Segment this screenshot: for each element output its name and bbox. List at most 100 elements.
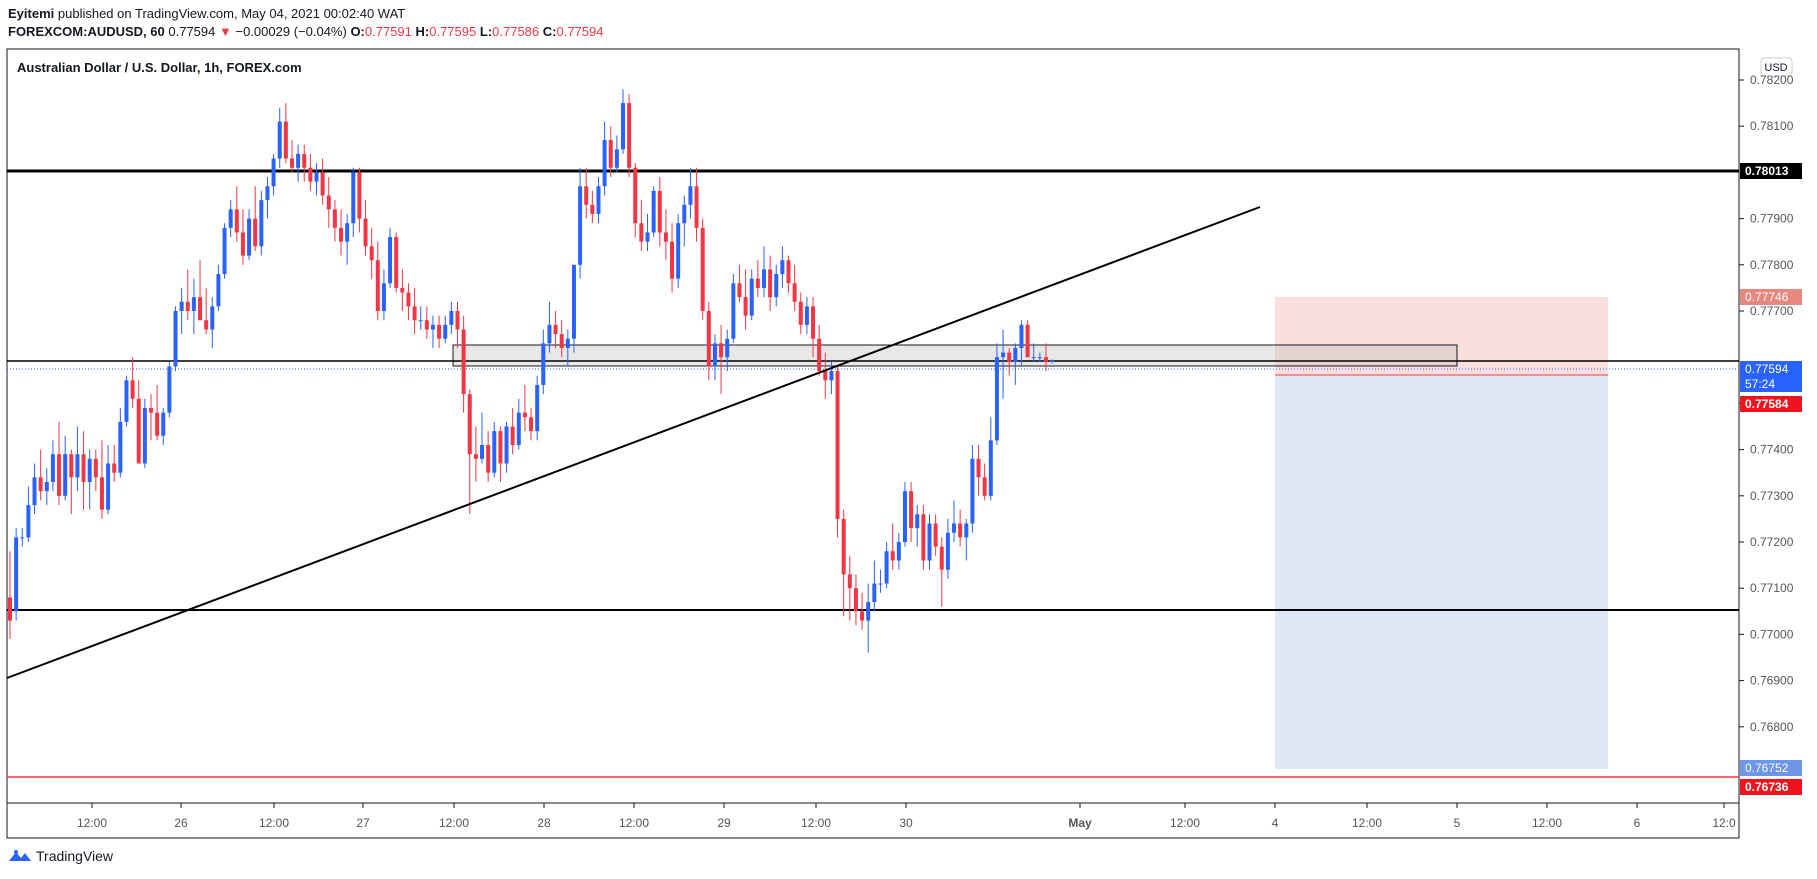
candle xyxy=(204,287,209,335)
footer-brand[interactable]: TradingView xyxy=(8,848,113,864)
take-profit-zone[interactable] xyxy=(1275,375,1608,769)
candle xyxy=(976,444,981,496)
stop-loss-zone[interactable] xyxy=(1275,297,1608,375)
candle-body xyxy=(878,583,883,585)
candle xyxy=(945,518,950,579)
candle xyxy=(786,255,791,293)
candle xyxy=(584,167,589,219)
candle xyxy=(1013,343,1018,385)
candle xyxy=(400,269,405,311)
x-tick-label: 26 xyxy=(174,816,188,830)
candle-body xyxy=(443,324,448,339)
candle-body xyxy=(437,324,442,339)
candle-body xyxy=(424,320,429,330)
candle-body xyxy=(670,241,675,279)
y-tick-label: 0.77900 xyxy=(1750,212,1794,226)
candle-body xyxy=(731,283,736,339)
candle xyxy=(99,440,104,519)
candle-body xyxy=(982,477,987,496)
y-tick-label: 0.77800 xyxy=(1750,258,1794,272)
currency-badge-box[interactable] xyxy=(1760,57,1793,77)
candle-body xyxy=(1037,357,1042,359)
candle-body xyxy=(639,223,644,242)
candle-body xyxy=(412,306,417,321)
price-label: 0.77584 xyxy=(1745,397,1789,411)
candle xyxy=(921,505,926,570)
candle-body xyxy=(976,458,981,478)
candle xyxy=(210,297,215,348)
candle xyxy=(388,227,393,288)
candle-body xyxy=(467,394,472,455)
price-label: 0.77746 xyxy=(1745,290,1789,304)
candle xyxy=(504,421,509,473)
candle-body xyxy=(265,186,270,201)
candle-body xyxy=(780,260,785,275)
candle-body xyxy=(847,574,852,589)
currency-badge[interactable]: USD xyxy=(1764,62,1787,74)
trendline[interactable] xyxy=(6,206,1261,679)
candle-body xyxy=(222,227,227,275)
author-name[interactable]: Eyitemi xyxy=(8,6,55,21)
candle xyxy=(743,269,748,330)
x-tick-label: 12:0 xyxy=(1712,816,1736,830)
x-tick-label: 12:00 xyxy=(619,816,649,830)
close-label: C: xyxy=(542,24,557,39)
candle xyxy=(326,177,331,228)
candle xyxy=(106,444,111,515)
candle xyxy=(136,380,141,464)
time-axis[interactable]: 12:00 26 12:00 27 12:00 28 12:00 29 12:00 30 May 12… xyxy=(77,803,1736,830)
candle-body xyxy=(204,320,209,330)
candle xyxy=(958,509,963,547)
candle xyxy=(14,528,19,621)
candle xyxy=(222,223,227,279)
x-tick-label: 12:00 xyxy=(259,816,289,830)
candle-body xyxy=(118,421,123,473)
candle xyxy=(308,153,313,191)
candle xyxy=(860,592,865,630)
y-tick-label: 0.78100 xyxy=(1750,119,1794,133)
candle xyxy=(1007,347,1012,376)
publish-header: Eyitemi published on TradingView.com, Ma… xyxy=(8,6,603,40)
candle xyxy=(332,200,337,242)
x-tick-label: 12:00 xyxy=(1352,816,1382,830)
candle-body xyxy=(339,227,344,242)
candle xyxy=(645,213,650,251)
candle xyxy=(492,421,497,478)
price-label-box xyxy=(1740,376,1802,392)
candle-body xyxy=(345,223,350,242)
candle-body xyxy=(455,311,460,330)
candle xyxy=(847,555,852,621)
candle-body xyxy=(406,292,411,307)
candle xyxy=(761,246,766,298)
candle xyxy=(590,190,595,224)
candle xyxy=(939,537,944,607)
x-tick-label: 4 xyxy=(1272,816,1279,830)
candle xyxy=(424,306,429,339)
candle-body xyxy=(81,454,86,482)
candle-body xyxy=(363,218,368,247)
candle-body xyxy=(688,186,693,205)
candle-body xyxy=(860,611,865,621)
candle-body xyxy=(596,186,601,214)
candle xyxy=(234,186,239,242)
candle-body xyxy=(314,172,319,182)
candle xyxy=(44,468,49,506)
candle-body xyxy=(1019,324,1024,348)
x-tick-label: May xyxy=(1068,816,1092,830)
candle xyxy=(780,246,785,288)
support-zone-box[interactable] xyxy=(452,344,1458,367)
price-label-box xyxy=(1740,396,1802,412)
candle-body xyxy=(461,329,466,395)
candle-body xyxy=(38,477,43,492)
candle-body xyxy=(811,306,816,339)
candle xyxy=(694,167,699,242)
y-tick-label: 0.77200 xyxy=(1750,535,1794,549)
candle xyxy=(559,320,564,358)
candle-body xyxy=(332,209,337,228)
candle xyxy=(657,177,662,247)
candle xyxy=(529,408,534,441)
candle xyxy=(130,357,135,409)
candle xyxy=(26,486,31,542)
candle xyxy=(283,103,288,164)
